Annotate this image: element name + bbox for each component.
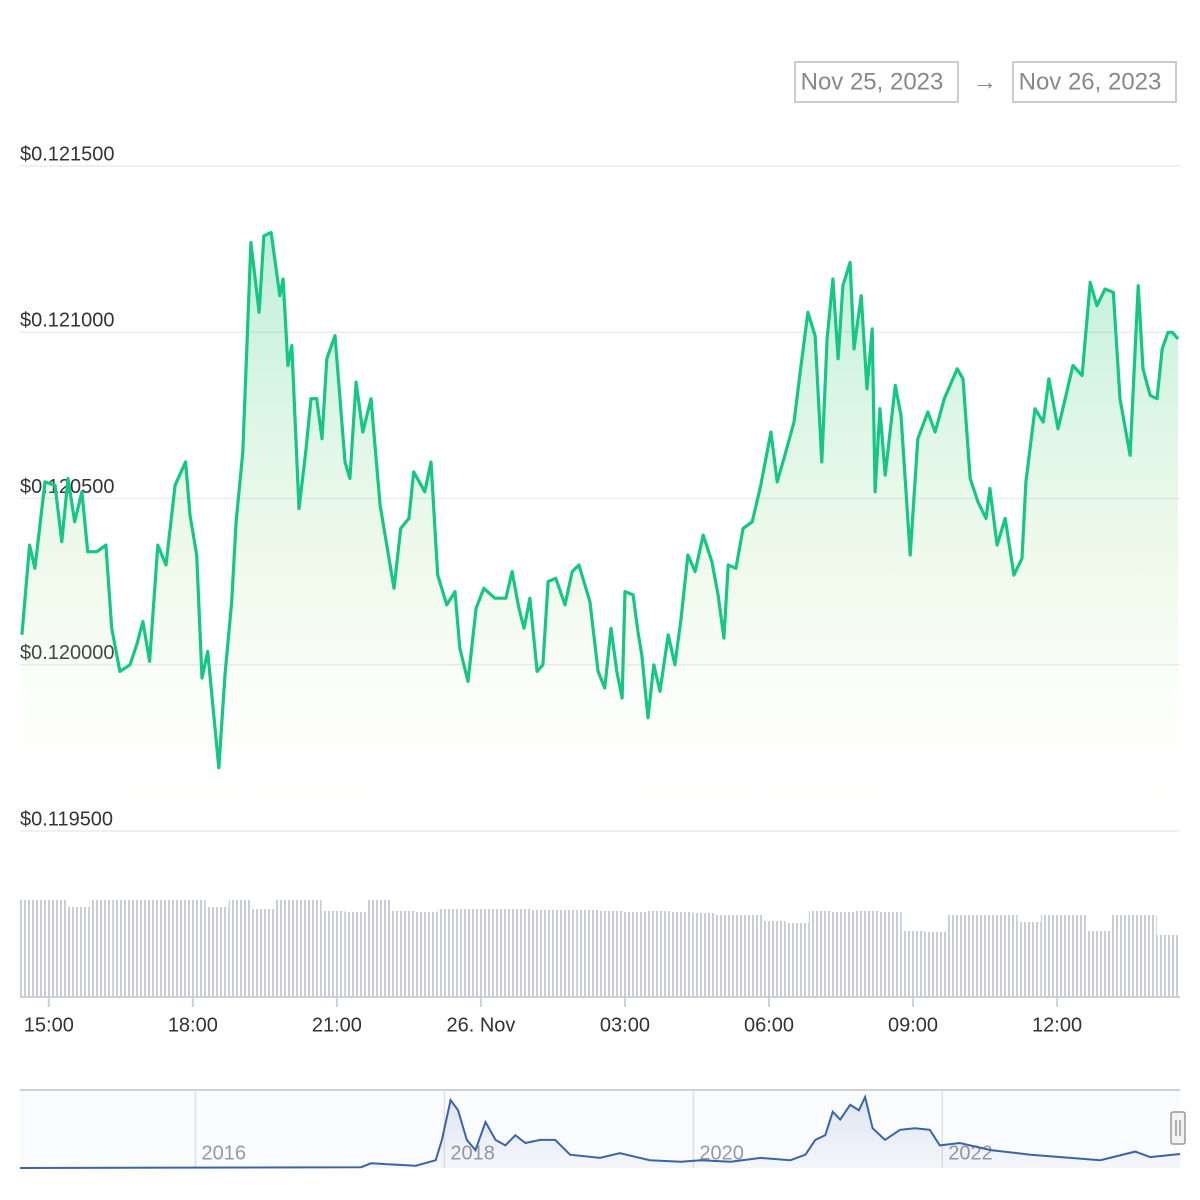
date-to-box[interactable] xyxy=(1012,61,1177,103)
volume-bar xyxy=(716,915,740,997)
volume-bar xyxy=(924,932,948,997)
volume-bar xyxy=(66,907,90,997)
volume-bar xyxy=(1087,931,1111,997)
volume-bar xyxy=(1133,915,1157,997)
volume-bar xyxy=(43,900,67,997)
navigator-line xyxy=(19,1093,1181,1169)
x-tick-label: 09:00 xyxy=(888,1014,938,1036)
volume-bar xyxy=(228,900,252,997)
volume-bar xyxy=(252,909,276,997)
volume-bar xyxy=(646,911,670,997)
volume-bar xyxy=(1040,915,1064,997)
volume-bar xyxy=(762,921,786,997)
volume-bar xyxy=(971,915,995,997)
volume-bar xyxy=(414,912,438,997)
y-tick-label: $0.121000 xyxy=(20,310,115,332)
volume-bar xyxy=(623,912,647,997)
date-from-box[interactable] xyxy=(794,61,959,103)
volume-bar xyxy=(182,900,206,997)
volume-bar xyxy=(948,915,972,997)
volume-bar xyxy=(576,910,600,997)
volume-bar xyxy=(669,912,693,997)
date-to[interactable]: Nov 26, 2023 xyxy=(1019,68,1162,95)
x-tick-label: 03:00 xyxy=(600,1014,650,1036)
volume-bar xyxy=(1017,922,1041,997)
price-area xyxy=(21,232,1179,831)
volume-bar xyxy=(205,907,229,997)
volume-bar xyxy=(600,911,624,997)
volume-bar xyxy=(530,910,554,997)
volume-bar xyxy=(994,915,1018,997)
x-tick-label: 26. Nov xyxy=(446,1014,515,1036)
x-tick-label: 18:00 xyxy=(168,1014,218,1036)
navigator-tick-label: 2020 xyxy=(699,1142,744,1164)
volume-bar xyxy=(1110,915,1134,997)
volume-bar xyxy=(1156,935,1180,997)
volume-bar xyxy=(692,913,716,997)
y-tick-label: $0.121500 xyxy=(20,143,115,165)
x-tick-label: 21:00 xyxy=(312,1014,362,1036)
volume-bar xyxy=(507,909,531,997)
date-from[interactable]: Nov 25, 2023 xyxy=(801,68,944,95)
volume-bar xyxy=(553,910,577,997)
navigator-tick-label: 2016 xyxy=(201,1142,246,1164)
volume-bar xyxy=(901,931,925,997)
volume-bar xyxy=(785,923,809,997)
volume-bar xyxy=(136,900,160,997)
navigator-area xyxy=(20,1097,1180,1168)
volume-bar xyxy=(159,900,183,997)
volume-bar xyxy=(344,912,368,997)
price-line xyxy=(20,230,1180,770)
x-tick-label: 15:00 xyxy=(24,1014,74,1036)
volume-bar xyxy=(739,915,763,997)
date-arrow: → xyxy=(973,68,997,95)
x-tick-label: 12:00 xyxy=(1032,1014,1082,1036)
volume-bar xyxy=(878,912,902,997)
volume-bar xyxy=(808,911,832,997)
volume-bar xyxy=(368,900,392,997)
volume-bar xyxy=(1064,915,1088,997)
volume-bar xyxy=(437,909,461,997)
volume-bar xyxy=(321,911,345,997)
x-tick-label: 06:00 xyxy=(744,1014,794,1036)
volume-bar xyxy=(460,909,484,997)
navigator-handle[interactable] xyxy=(1170,1111,1186,1145)
volume-bar xyxy=(20,900,44,997)
volume-bar xyxy=(391,911,415,997)
volume-bar xyxy=(275,900,299,997)
volume-bar xyxy=(855,911,879,997)
marks: $0.119500$0.120000$0.120500$0.121000$0.1… xyxy=(19,143,1181,1169)
volume-bar xyxy=(484,909,508,997)
volume-bar xyxy=(832,912,856,997)
volume-bar xyxy=(89,900,113,997)
volume-bar xyxy=(298,900,322,997)
volume-bar xyxy=(112,900,136,997)
